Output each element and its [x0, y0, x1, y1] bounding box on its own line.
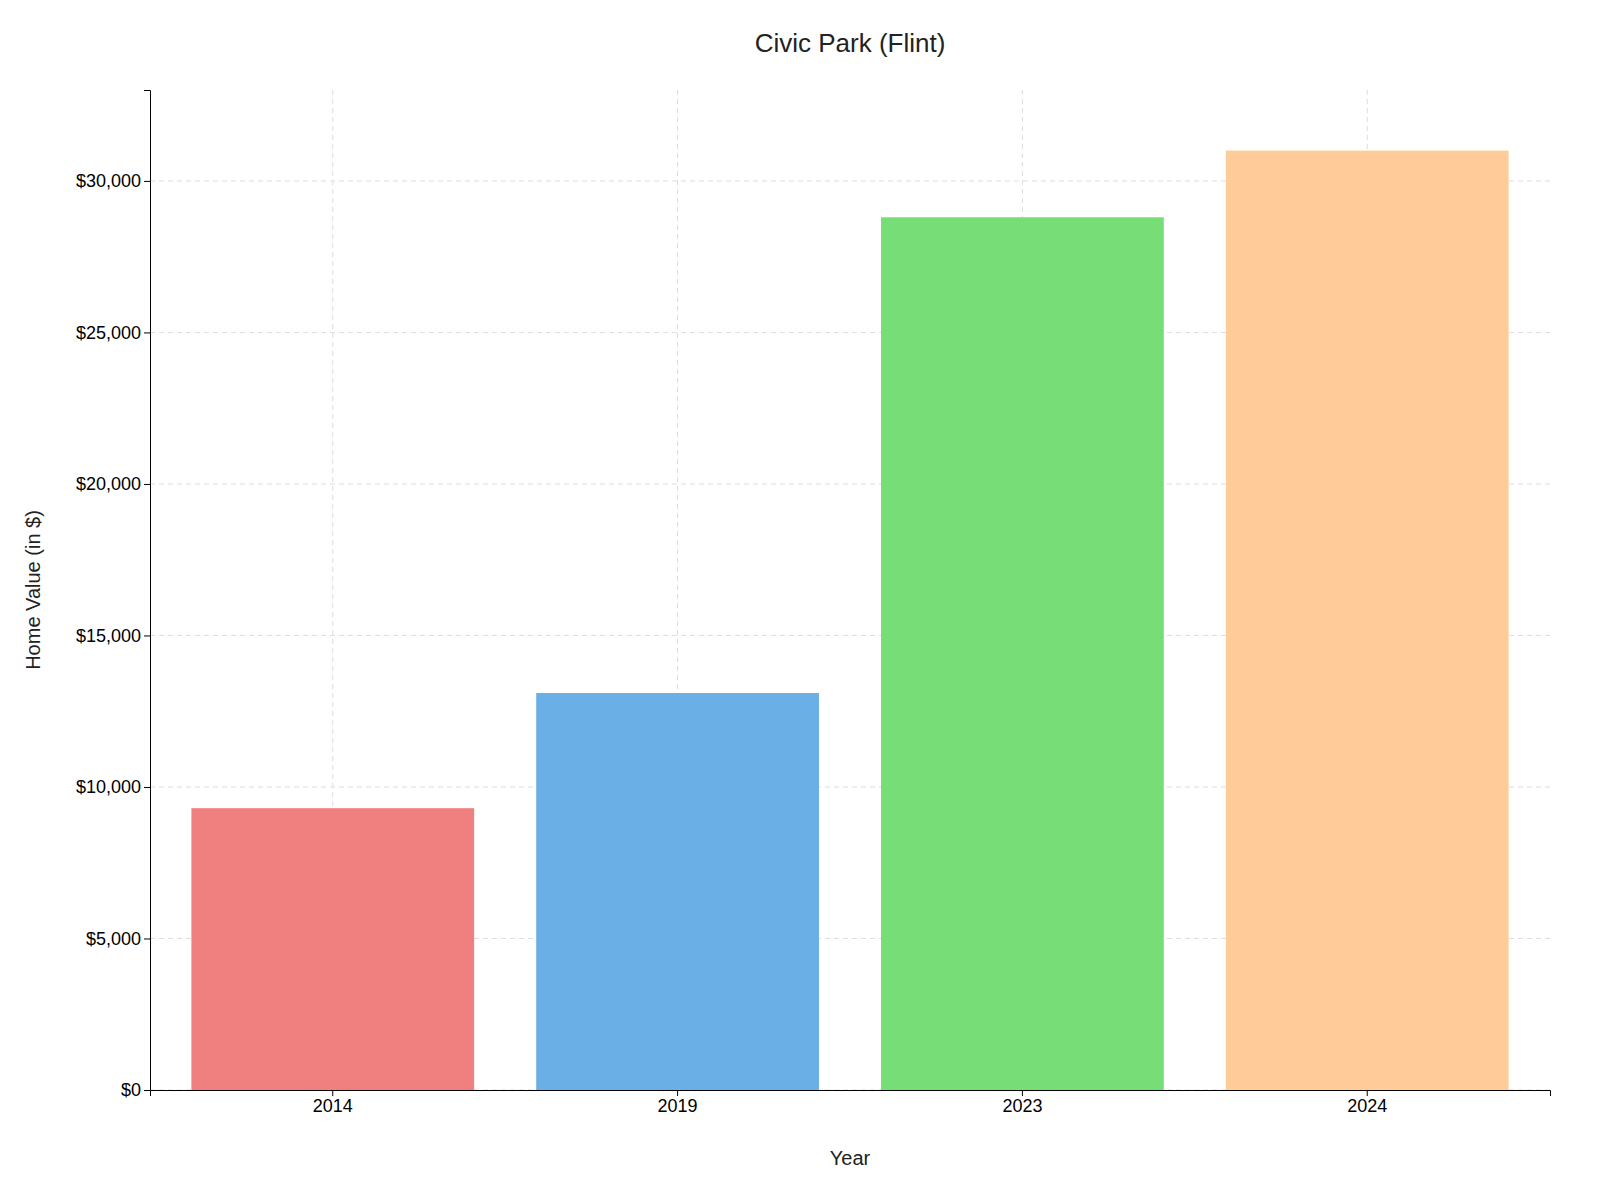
x-axis: 2014 2019 2023 2024	[151, 1090, 1551, 1116]
bar	[1226, 151, 1509, 1090]
y-tick-mark	[144, 332, 150, 333]
y-tick: $5,000	[86, 929, 150, 949]
plot-area: $0 $5,000 $10,000 $15,000 $20,000 $25,000 $30,…	[76, 90, 1551, 1116]
y-tick: $10,000	[76, 777, 150, 797]
y-axis-title: Home Value (in $)	[22, 510, 44, 670]
x-tick: 2014	[313, 1090, 353, 1116]
y-tick-label: $20,000	[76, 474, 141, 494]
chart-container: $0 $5,000 $10,000 $15,000 $20,000 $25,000 $30,…	[0, 0, 1600, 1200]
y-tick-mark	[144, 635, 150, 636]
y-tick-mark	[144, 181, 150, 182]
bars	[191, 151, 1508, 1090]
x-tick: 2023	[1002, 1090, 1042, 1116]
y-tick: $0	[121, 1080, 150, 1100]
y-tick-mark	[144, 938, 150, 939]
y-axis: $0 $5,000 $10,000 $15,000 $20,000 $25,000 $30,…	[76, 91, 151, 1101]
chart-svg: $0 $5,000 $10,000 $15,000 $20,000 $25,000 $30,…	[0, 0, 1600, 1200]
y-tick: $25,000	[76, 323, 150, 343]
bar	[881, 217, 1164, 1090]
y-tick-label: $0	[121, 1080, 141, 1100]
x-tick-label: 2023	[1002, 1096, 1042, 1116]
x-tick: 2024	[1347, 1090, 1387, 1116]
y-tick-mark	[144, 484, 150, 485]
y-tick-label: $10,000	[76, 777, 141, 797]
grid	[150, 90, 1550, 1090]
bar	[191, 808, 474, 1090]
y-tick-label: $30,000	[76, 171, 141, 191]
x-tick-label: 2024	[1347, 1096, 1387, 1116]
y-tick: $20,000	[76, 474, 150, 494]
y-tick-mark	[144, 1090, 150, 1091]
y-tick-label: $25,000	[76, 323, 141, 343]
x-axis-line	[151, 1091, 1551, 1097]
x-tick: 2019	[658, 1090, 698, 1116]
y-tick-mark	[144, 787, 150, 788]
bar	[536, 693, 819, 1090]
x-tick-label: 2019	[658, 1096, 698, 1116]
y-tick: $30,000	[76, 171, 150, 191]
y-tick-label: $5,000	[86, 929, 141, 949]
x-tick-label: 2014	[313, 1096, 353, 1116]
y-tick-label: $15,000	[76, 626, 141, 646]
title: Civic Park (Flint)	[755, 28, 946, 58]
y-axis-line	[144, 91, 151, 1091]
x-axis-title: Year	[830, 1147, 871, 1169]
y-tick: $15,000	[76, 626, 150, 646]
